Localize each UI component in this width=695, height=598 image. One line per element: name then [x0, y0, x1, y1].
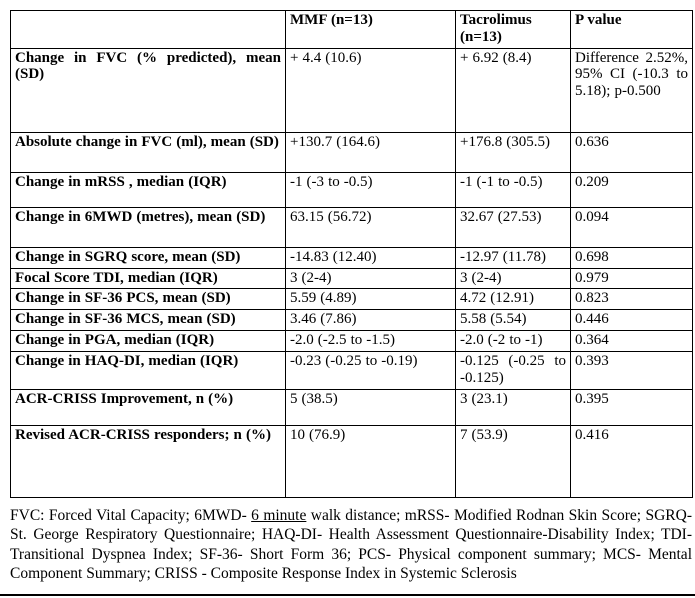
- row-label-cell: ACR-CRISS Improvement, n (%): [10, 388, 286, 426]
- row-label-cell: Revised ACR-CRISS responders; n (%): [10, 424, 286, 498]
- row-label-cell: Absolute change in FVC (ml), mean (SD): [10, 131, 286, 173]
- header-cell-pvalue: P value: [570, 10, 693, 49]
- tacrolimus-cell: 7 (53.9): [455, 424, 571, 498]
- header-cell-tacrolimus: Tacrolimus (n=13): [455, 10, 571, 49]
- pvalue-cell: Difference 2.52%, 95% CI (-10.3 to 5.18)…: [570, 47, 693, 133]
- table-row: Change in HAQ-DI, median (IQR) -0.23 (-0…: [10, 350, 693, 390]
- pvalue-cell: 0.636: [570, 131, 693, 173]
- tacrolimus-cell: + 6.92 (8.4): [455, 47, 571, 133]
- pvalue-cell: 0.823: [570, 288, 693, 311]
- mmf-cell: 5 (38.5): [285, 388, 456, 426]
- table-row: Change in SF-36 MCS, mean (SD) 3.46 (7.8…: [10, 309, 693, 331]
- mmf-cell: -14.83 (12.40): [285, 246, 456, 269]
- row-label-cell: Change in SGRQ score, mean (SD): [10, 246, 286, 269]
- tacrolimus-cell: 32.67 (27.53): [455, 206, 571, 248]
- pvalue-cell: 0.209: [570, 171, 693, 208]
- comparison-table: MMF (n=13) Tacrolimus (n=13) P value Cha…: [10, 10, 693, 498]
- pvalue-cell: 0.094: [570, 206, 693, 248]
- pvalue-cell: 0.698: [570, 246, 693, 269]
- row-label-cell: Change in PGA, median (IQR): [10, 329, 286, 352]
- table-row: Change in SF-36 PCS, mean (SD) 5.59 (4.8…: [10, 288, 693, 311]
- abbreviations-footnote: FVC: Forced Vital Capacity; 6MWD- 6 minu…: [10, 506, 692, 584]
- row-label-cell: Change in FVC (% predicted), mean (SD): [10, 47, 286, 133]
- bottom-divider-line: [0, 594, 695, 596]
- mmf-cell: 10 (76.9): [285, 424, 456, 498]
- mmf-cell: +130.7 (164.6): [285, 131, 456, 173]
- table-row: Change in mRSS , median (IQR) -1 (-3 to …: [10, 171, 693, 208]
- mmf-cell: + 4.4 (10.6): [285, 47, 456, 133]
- table-row: Change in FVC (% predicted), mean (SD) +…: [10, 47, 693, 133]
- mmf-cell: 3 (2-4): [285, 267, 456, 290]
- table-row: Absolute change in FVC (ml), mean (SD) +…: [10, 131, 693, 173]
- mmf-cell: -0.23 (-0.25 to -0.19): [285, 350, 456, 390]
- footnote-underlined-text: 6 minute: [251, 506, 307, 524]
- tacrolimus-cell: 5.58 (5.54): [455, 309, 571, 331]
- table-row: Change in SGRQ score, mean (SD) -14.83 (…: [10, 246, 693, 269]
- table-row: Change in PGA, median (IQR) -2.0 (-2.5 t…: [10, 329, 693, 352]
- row-label-cell: Change in SF-36 MCS, mean (SD): [10, 309, 286, 331]
- table-row: Focal Score TDI, median (IQR) 3 (2-4) 3 …: [10, 267, 693, 290]
- tacrolimus-cell: -1 (-1 to -0.5): [455, 171, 571, 208]
- tacrolimus-cell: -12.97 (11.78): [455, 246, 571, 269]
- footnote-text-end: walk distance; mRSS- Modified Rodnan Ski…: [10, 506, 692, 582]
- row-label-cell: Focal Score TDI, median (IQR): [10, 267, 286, 290]
- footnote-text-start: FVC: Forced Vital Capacity; 6MWD-: [10, 506, 252, 524]
- pvalue-cell: 0.364: [570, 329, 693, 352]
- pvalue-cell: 0.393: [570, 350, 693, 390]
- pvalue-cell: 0.395: [570, 388, 693, 426]
- mmf-cell: -2.0 (-2.5 to -1.5): [285, 329, 456, 352]
- tacrolimus-cell: 4.72 (12.91): [455, 288, 571, 311]
- pvalue-cell: 0.416: [570, 424, 693, 498]
- row-label-cell: Change in SF-36 PCS, mean (SD): [10, 288, 286, 311]
- tacrolimus-cell: 3 (23.1): [455, 388, 571, 426]
- header-cell-mmf: MMF (n=13): [285, 10, 456, 49]
- tacrolimus-cell: -0.125 (-0.25 to -0.125): [455, 350, 571, 390]
- table-header-row: MMF (n=13) Tacrolimus (n=13) P value: [10, 10, 693, 49]
- tacrolimus-cell: +176.8 (305.5): [455, 131, 571, 173]
- tacrolimus-cell: -2.0 (-2 to -1): [455, 329, 571, 352]
- tacrolimus-cell: 3 (2-4): [455, 267, 571, 290]
- row-label-cell: Change in HAQ-DI, median (IQR): [10, 350, 286, 390]
- table-row: Revised ACR-CRISS responders; n (%) 10 (…: [10, 424, 693, 498]
- mmf-cell: 63.15 (56.72): [285, 206, 456, 248]
- mmf-cell: 5.59 (4.89): [285, 288, 456, 311]
- row-label-cell: Change in 6MWD (metres), mean (SD): [10, 206, 286, 248]
- table-row: ACR-CRISS Improvement, n (%) 5 (38.5) 3 …: [10, 388, 693, 426]
- row-label-cell: Change in mRSS , median (IQR): [10, 171, 286, 208]
- mmf-cell: 3.46 (7.86): [285, 309, 456, 331]
- table-row: Change in 6MWD (metres), mean (SD) 63.15…: [10, 206, 693, 248]
- pvalue-cell: 0.979: [570, 267, 693, 290]
- mmf-cell: -1 (-3 to -0.5): [285, 171, 456, 208]
- header-cell-empty: [10, 10, 286, 49]
- pvalue-cell: 0.446: [570, 309, 693, 331]
